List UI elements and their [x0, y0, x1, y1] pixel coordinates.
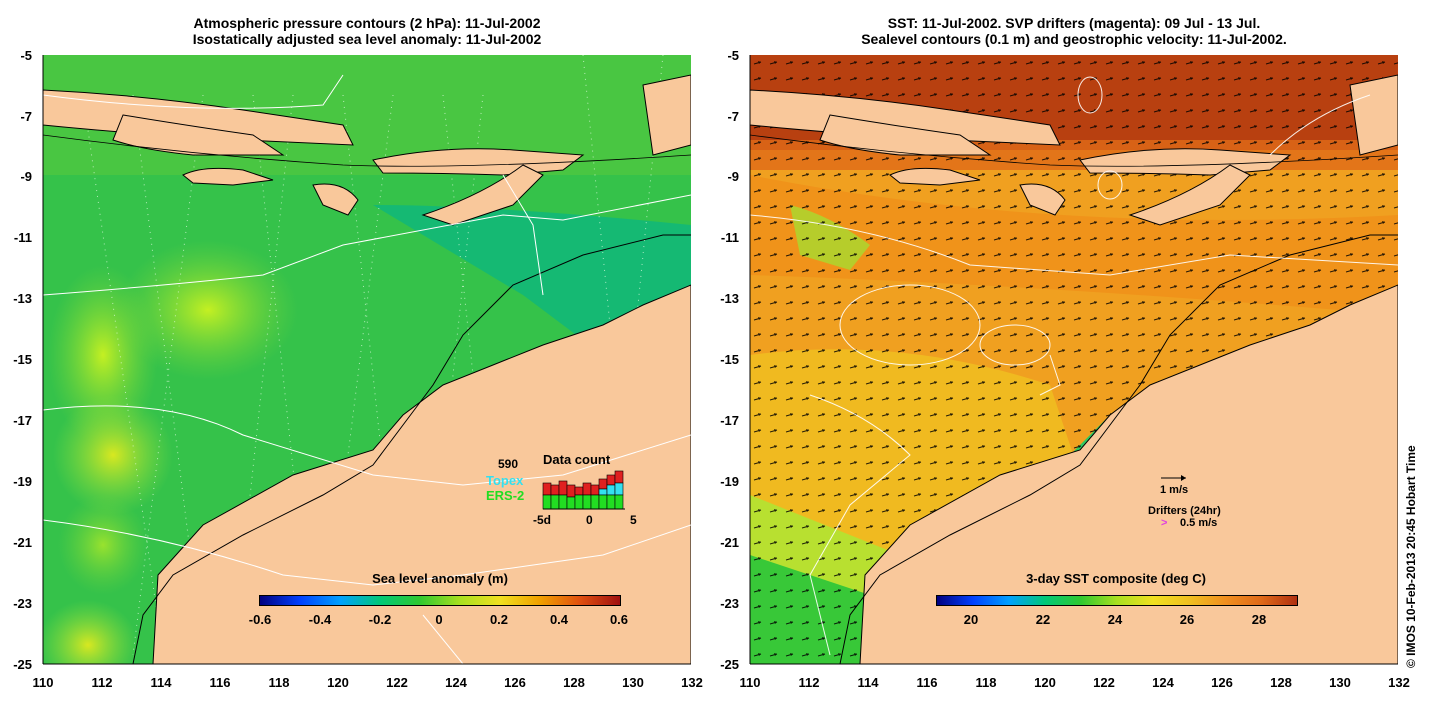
drifters-scale-arrow: > — [1161, 517, 1168, 529]
left-colorbar-title: Sea level anomaly (m) — [372, 571, 508, 586]
left-cb-tick-2: -0.2 — [368, 612, 392, 627]
left-map-graphic — [43, 55, 691, 664]
left-lat-label: -15 — [13, 352, 32, 367]
left-lat-label: -25 — [13, 657, 32, 672]
right-lon-label: 122 — [1093, 675, 1115, 690]
right-lat-label: -19 — [720, 474, 739, 489]
right-lon-label: 126 — [1211, 675, 1233, 690]
drifters-label: Drifters (24hr) — [1148, 505, 1221, 517]
left-lat-label: -21 — [13, 535, 32, 550]
right-map-graphic — [750, 55, 1398, 664]
left-lon-label: 110 — [32, 675, 54, 690]
right-cb-tick-4: 28 — [1251, 612, 1267, 627]
left-title-line1: Atmospheric pressure contours (2 hPa): 1… — [193, 15, 541, 31]
right-lon-label: 114 — [857, 675, 879, 690]
left-lon-label: 122 — [386, 675, 408, 690]
right-colorbar-title: 3-day SST composite (deg C) — [1026, 571, 1206, 586]
right-lat-label: -11 — [720, 230, 739, 245]
right-lat-label: -17 — [720, 413, 739, 428]
drifters-scale-label: 0.5 m/s — [1180, 517, 1218, 529]
left-lon-label: 118 — [268, 675, 290, 690]
credit-text: © IMOS 10-Feb-2013 20:45 Hobart Time — [1404, 445, 1418, 668]
right-lon-label: 118 — [975, 675, 997, 690]
left-colorbar — [259, 595, 621, 606]
sea-level-contours — [750, 76, 1398, 656]
left-lon-label: 126 — [504, 675, 526, 690]
right-lon-label: 124 — [1152, 675, 1174, 690]
velocity-scale-label: 1 m/s — [1160, 484, 1189, 496]
left-lon-label: 128 — [563, 675, 585, 690]
right-lat-label: -25 — [720, 657, 739, 672]
right-lon-label: 116 — [916, 675, 938, 690]
legend-ers2: ERS-2 — [486, 488, 525, 503]
left-map[interactable]: 590 Data count Topex ERS-2 -5d 0 5 Sea l… — [43, 55, 691, 664]
left-lat-label: -9 — [20, 169, 32, 184]
right-title-line1: SST: 11-Jul-2002. SVP drifters (magenta)… — [887, 15, 1261, 31]
right-lat-label: -9 — [727, 169, 739, 184]
right-lat-label: -5 — [727, 48, 739, 63]
left-cb-tick-0: -0.6 — [248, 612, 272, 627]
left-lon-label: 124 — [445, 675, 467, 690]
data-count-tick-5: 5 — [630, 513, 637, 527]
right-lon-label: 128 — [1270, 675, 1292, 690]
data-count-histogram — [542, 470, 625, 510]
right-lon-label: 132 — [1388, 675, 1410, 690]
right-colorbar — [936, 595, 1298, 606]
right-lat-label: -7 — [727, 109, 739, 124]
left-lon-label: 116 — [209, 675, 231, 690]
data-count-tick-0: 0 — [586, 513, 593, 527]
left-lon-label: 130 — [622, 675, 644, 690]
pressure-contours — [43, 74, 691, 664]
left-cb-tick-1: -0.4 — [308, 612, 332, 627]
left-lat-label: -5 — [20, 48, 32, 63]
land-mass — [43, 74, 691, 664]
left-lat-label: -11 — [13, 230, 32, 245]
right-lon-label: 130 — [1329, 675, 1351, 690]
left-lon-label: 120 — [327, 675, 349, 690]
left-cb-tick-6: 0.6 — [609, 612, 629, 627]
right-title-line2: Sealevel contours (0.1 m) and geostrophi… — [861, 31, 1287, 47]
left-cb-tick-3: 0 — [435, 612, 443, 627]
land-mass — [750, 74, 1398, 664]
data-count-title: Data count — [543, 452, 611, 467]
left-lon-label: 112 — [91, 675, 113, 690]
right-cb-tick-3: 26 — [1179, 612, 1195, 627]
left-lon-label: 132 — [681, 675, 703, 690]
left-lat-label: -23 — [13, 596, 32, 611]
right-lat-label: -15 — [720, 352, 739, 367]
left-lat-label: -19 — [13, 474, 32, 489]
left-lon-label: 114 — [150, 675, 172, 690]
left-cb-tick-4: 0.2 — [489, 612, 509, 627]
right-cb-tick-2: 24 — [1107, 612, 1123, 627]
right-lon-label: 120 — [1034, 675, 1056, 690]
high-anomaly-region — [118, 240, 298, 380]
velocity-scale-arrow — [1161, 475, 1186, 481]
left-title-line2: Isostatically adjusted sea level anomaly… — [192, 31, 542, 47]
left-lat-label: -7 — [20, 109, 32, 124]
right-lat-label: -21 — [720, 535, 739, 550]
left-lat-label: -13 — [13, 291, 32, 306]
right-lon-label: 112 — [798, 675, 820, 690]
left-lat-label: -17 — [13, 413, 32, 428]
right-lat-label: -23 — [720, 596, 739, 611]
left-cb-tick-5: 0.4 — [549, 612, 569, 627]
data-count-total: 590 — [498, 457, 519, 471]
data-count-tick-neg5: -5d — [533, 513, 551, 527]
right-cb-tick-1: 22 — [1035, 612, 1051, 627]
right-cb-tick-0: 20 — [963, 612, 979, 627]
right-lon-label: 110 — [739, 675, 761, 690]
right-map[interactable]: 1 m/s Drifters (24hr) > 0.5 m/s 3-day SS… — [750, 55, 1398, 664]
right-lat-label: -13 — [720, 291, 739, 306]
legend-topex: Topex — [486, 473, 524, 488]
